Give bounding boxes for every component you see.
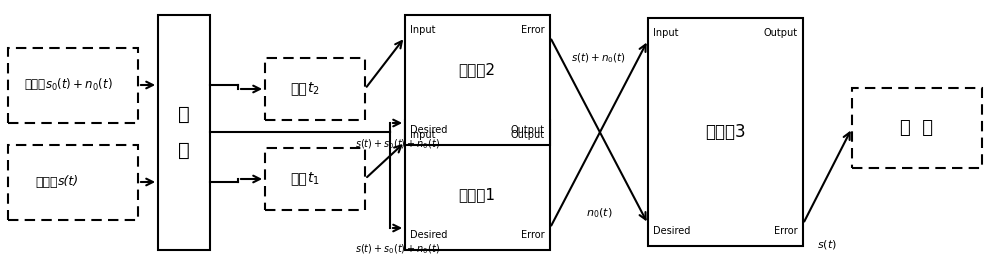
Text: 滤波器2: 滤波器2 [458, 62, 496, 77]
Text: Output: Output [764, 28, 798, 38]
Text: 延迟: 延迟 [290, 172, 307, 186]
Text: $s(t)+s_0(t)+n_0(t)$: $s(t)+s_0(t)+n_0(t)$ [355, 242, 439, 256]
Text: Input: Input [410, 130, 436, 140]
Text: $t_1$: $t_1$ [307, 171, 320, 187]
Bar [648, 18, 803, 246]
Text: Desired: Desired [653, 226, 690, 236]
Text: 道: 道 [178, 140, 190, 159]
Text: $s(t)$: $s(t)$ [817, 238, 837, 251]
Text: $t_2$: $t_2$ [307, 81, 320, 97]
Text: Error: Error [521, 25, 545, 35]
Text: Output: Output [511, 125, 545, 135]
Text: 滤波器3: 滤波器3 [705, 123, 745, 141]
Bar [158, 15, 210, 250]
Text: 噪声：: 噪声： [24, 79, 45, 91]
Text: $n_0(t)$: $n_0(t)$ [586, 206, 612, 220]
Text: Output: Output [511, 130, 545, 140]
Bar [265, 148, 365, 210]
Text: $s(t)+n_0(t)$: $s(t)+n_0(t)$ [571, 51, 627, 65]
Bar [265, 58, 365, 120]
Text: $s(t)+s_0(t)+n_0(t)$: $s(t)+s_0(t)+n_0(t)$ [355, 137, 439, 151]
Text: Input: Input [410, 25, 436, 35]
Text: 信号：: 信号： [36, 176, 58, 188]
Text: 信: 信 [178, 105, 190, 124]
Bar [852, 88, 982, 168]
Text: $s_0(t)+n_0(t)$: $s_0(t)+n_0(t)$ [45, 77, 113, 93]
Text: 滤波器1: 滤波器1 [458, 188, 496, 203]
Text: Desired: Desired [410, 125, 447, 135]
Bar [8, 48, 138, 123]
Text: s(t): s(t) [58, 176, 79, 188]
Bar [405, 120, 550, 250]
Text: 信  宿: 信 宿 [900, 119, 934, 137]
Text: 延迟: 延迟 [290, 82, 307, 96]
Text: Desired: Desired [410, 230, 447, 240]
Bar [405, 15, 550, 145]
Text: Error: Error [521, 230, 545, 240]
Bar [8, 145, 138, 220]
Text: Error: Error [774, 226, 798, 236]
Text: Input: Input [653, 28, 678, 38]
